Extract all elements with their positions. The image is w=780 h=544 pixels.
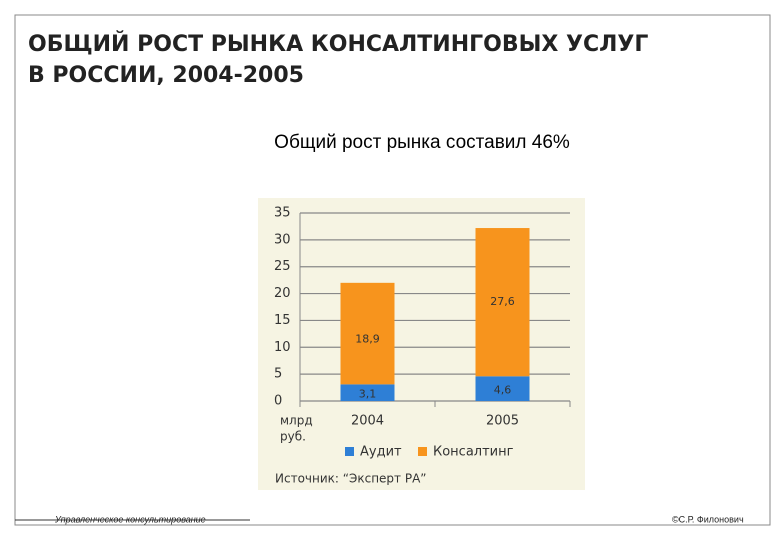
subtitle: Общий рост рынка составил 46% (274, 132, 570, 153)
value-label: 4,6 (494, 384, 512, 397)
y-tick-label: 25 (274, 259, 291, 274)
y-tick-label: 15 (274, 313, 291, 328)
x-tick-label: 2004 (351, 414, 384, 429)
footer-right: ©С.Р. Филонович (672, 514, 744, 524)
title-line: В РОССИИ, 2004-2005 (28, 63, 304, 88)
bar-segment (340, 282, 395, 385)
legend-label: Консалтинг (433, 445, 514, 460)
bar-segment (475, 228, 530, 377)
y-tick-label: 30 (274, 232, 291, 247)
legend-swatch (345, 447, 354, 456)
bar-segment (475, 376, 530, 401)
y-tick-label: 5 (274, 367, 282, 382)
slide-border (14, 14, 771, 526)
value-label: 3,1 (359, 388, 377, 401)
legend-swatch (418, 447, 427, 456)
y-tick-label: 10 (274, 340, 291, 355)
chart: 0 5 10 15 20 25 30 35 млрд руб. 2004 3,1 18,9 2005 4,6… (274, 206, 571, 486)
title-line: ОБЩИЙ РОСТ РЫНКА КОНСАЛТИНГОВЫХ УСЛУГ (28, 31, 648, 57)
footer-left: Управленческое консультирование (54, 514, 206, 524)
y-axis-label: руб. (280, 430, 306, 444)
source-note: Источник: “Эксперт РА” (275, 472, 427, 486)
value-label: 27,6 (490, 295, 515, 308)
y-axis-label: млрд (280, 414, 313, 428)
y-tick-label: 0 (274, 394, 282, 409)
legend-label: Аудит (360, 445, 402, 460)
value-label: 18,9 (355, 333, 380, 346)
y-tick-label: 20 (274, 286, 291, 301)
bar-segment (340, 384, 395, 401)
chart-panel (258, 198, 585, 490)
y-tick-label: 35 (274, 206, 291, 221)
x-tick-label: 2005 (486, 414, 519, 429)
